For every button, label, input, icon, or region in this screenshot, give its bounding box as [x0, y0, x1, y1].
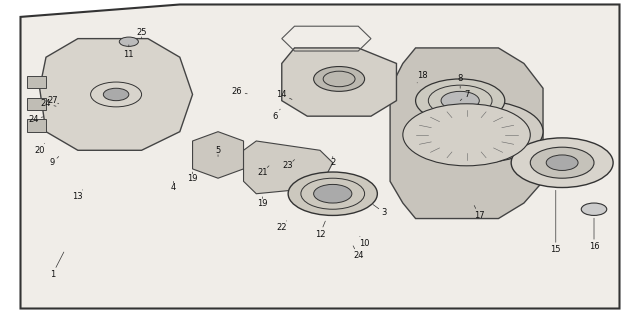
Text: 16: 16 [589, 218, 599, 251]
Text: 3: 3 [373, 205, 387, 217]
Text: 26: 26 [232, 87, 247, 96]
Text: 19: 19 [188, 172, 198, 183]
Text: 12: 12 [315, 221, 325, 239]
Text: 21: 21 [257, 166, 269, 177]
Circle shape [581, 203, 607, 215]
Text: 23: 23 [283, 160, 294, 170]
Text: 9: 9 [50, 156, 59, 167]
Text: 13: 13 [72, 190, 83, 201]
Text: 8: 8 [458, 74, 463, 88]
Polygon shape [20, 4, 620, 309]
Text: 15: 15 [550, 190, 561, 254]
Circle shape [314, 67, 365, 91]
Circle shape [546, 155, 578, 171]
Text: 24: 24 [28, 115, 44, 124]
Circle shape [403, 104, 531, 166]
Text: 24: 24 [353, 246, 364, 260]
Text: 2: 2 [330, 156, 335, 167]
Text: 27: 27 [47, 96, 59, 105]
Circle shape [531, 147, 594, 178]
Text: 22: 22 [276, 221, 287, 232]
Text: 6: 6 [273, 109, 280, 121]
Circle shape [415, 101, 543, 163]
Text: 20: 20 [35, 143, 45, 155]
Circle shape [415, 79, 505, 122]
Polygon shape [27, 119, 46, 132]
Polygon shape [390, 48, 543, 218]
Polygon shape [40, 38, 193, 150]
Circle shape [119, 37, 138, 46]
Circle shape [511, 138, 613, 187]
Polygon shape [282, 48, 396, 116]
Text: 17: 17 [474, 206, 484, 220]
Circle shape [103, 88, 129, 101]
Text: 19: 19 [257, 197, 268, 208]
Text: 4: 4 [171, 181, 176, 192]
Text: 1: 1 [50, 252, 64, 279]
Polygon shape [27, 76, 46, 88]
Text: 24: 24 [41, 99, 56, 108]
Circle shape [314, 184, 352, 203]
Text: 18: 18 [417, 71, 428, 83]
Text: 10: 10 [359, 236, 370, 248]
Circle shape [288, 172, 378, 215]
Text: 11: 11 [124, 45, 134, 59]
Circle shape [454, 119, 505, 144]
Text: 5: 5 [216, 146, 221, 156]
Polygon shape [27, 98, 46, 110]
Text: 25: 25 [136, 28, 147, 38]
Circle shape [441, 91, 479, 110]
Polygon shape [193, 132, 244, 178]
Text: 14: 14 [276, 90, 292, 100]
Polygon shape [244, 141, 333, 194]
Text: 7: 7 [460, 90, 469, 101]
Circle shape [435, 110, 524, 153]
